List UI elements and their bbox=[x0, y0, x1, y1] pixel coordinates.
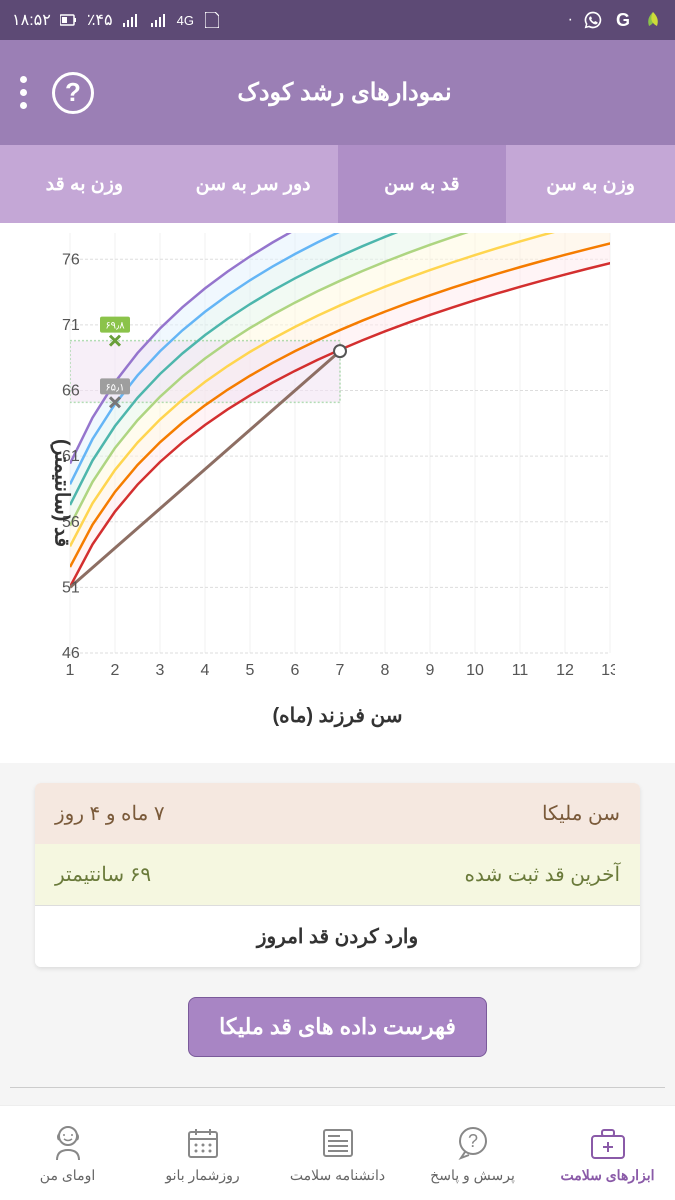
svg-text:11: 11 bbox=[512, 662, 529, 679]
signal-icon-1 bbox=[121, 10, 141, 30]
svg-text:۶۵٫۱: ۶۵٫۱ bbox=[105, 382, 124, 393]
leaf-icon bbox=[643, 10, 663, 30]
nav-profile[interactable]: اومای من bbox=[0, 1106, 135, 1200]
nav-encyclopedia[interactable]: دانشنامه سلامت bbox=[270, 1106, 405, 1200]
bottom-nav: ابزارهای سلامت ? پرسش و پاسخ دانشنامه سل… bbox=[0, 1105, 675, 1200]
data-list-button[interactable]: فهرست داده های قد ملیکا bbox=[188, 997, 487, 1057]
divider bbox=[10, 1087, 665, 1088]
sim-icon bbox=[202, 10, 222, 30]
page-title: نمودارهای رشد کودک bbox=[94, 78, 595, 107]
google-icon: G bbox=[613, 10, 633, 30]
signal-icon-2 bbox=[149, 10, 169, 30]
svg-text:76: 76 bbox=[62, 251, 80, 268]
svg-text:46: 46 bbox=[62, 645, 80, 662]
app-header: ? نمودارهای رشد کودک bbox=[0, 40, 675, 145]
age-value: ۷ ماه و ۴ روز bbox=[55, 801, 165, 826]
info-panel: سن ملیکا ۷ ماه و ۴ روز آخرین قد ثبت شده … bbox=[35, 783, 640, 967]
growth-chart: قد (سانتیمتر) ۶۹٫۸۶۵٫۱465156616671761234… bbox=[0, 223, 675, 763]
svg-text:5: 5 bbox=[246, 662, 255, 679]
calendar-icon bbox=[183, 1123, 223, 1163]
menu-icon[interactable] bbox=[20, 76, 27, 109]
battery-percent: ٪۴۵ bbox=[87, 10, 113, 30]
svg-text:13: 13 bbox=[601, 662, 615, 679]
tab-weight-age[interactable]: وزن به سن bbox=[506, 145, 675, 223]
last-value: ۶۹ سانتیمتر bbox=[55, 862, 151, 887]
nav-qa[interactable]: ? پرسش و پاسخ bbox=[405, 1106, 540, 1200]
tab-head-age[interactable]: دور سر به سن bbox=[169, 145, 338, 223]
svg-text:?: ? bbox=[467, 1131, 477, 1151]
tab-height-age[interactable]: قد به سن bbox=[338, 145, 507, 223]
dot-icon: · bbox=[568, 11, 573, 29]
svg-text:2: 2 bbox=[111, 662, 120, 679]
svg-text:9: 9 bbox=[426, 662, 435, 679]
svg-text:8: 8 bbox=[381, 662, 390, 679]
news-icon bbox=[318, 1123, 358, 1163]
avatar-icon bbox=[48, 1123, 88, 1163]
medkit-icon bbox=[588, 1123, 628, 1163]
info-row-age: سن ملیکا ۷ ماه و ۴ روز bbox=[35, 783, 640, 844]
battery-icon bbox=[59, 10, 79, 30]
svg-text:4: 4 bbox=[201, 662, 210, 679]
svg-text:1: 1 bbox=[66, 662, 75, 679]
svg-text:10: 10 bbox=[466, 662, 484, 679]
status-bar: ۱۸:۵۲ ٪۴۵ 4G · G bbox=[0, 0, 675, 40]
x-axis-label: سن فرزند (ماه) bbox=[15, 703, 660, 728]
svg-text:3: 3 bbox=[156, 662, 165, 679]
tab-bar: وزن به سن قد به سن دور سر به سن وزن به ق… bbox=[0, 145, 675, 223]
chart-svg: ۶۹٫۸۶۵٫۱4651566166717612345678910111213 bbox=[25, 228, 615, 688]
tab-weight-height[interactable]: وزن به قد bbox=[0, 145, 169, 223]
whatsapp-icon bbox=[583, 10, 603, 30]
question-icon: ? bbox=[453, 1123, 493, 1163]
help-icon[interactable]: ? bbox=[52, 72, 94, 114]
svg-text:6: 6 bbox=[291, 662, 300, 679]
age-label: سن ملیکا bbox=[542, 801, 620, 826]
svg-text:12: 12 bbox=[556, 662, 574, 679]
network-type: 4G bbox=[177, 13, 194, 28]
nav-health-tools[interactable]: ابزارهای سلامت bbox=[540, 1106, 675, 1200]
info-row-last: آخرین قد ثبت شده ۶۹ سانتیمتر bbox=[35, 844, 640, 905]
svg-text:71: 71 bbox=[62, 317, 80, 334]
svg-text:66: 66 bbox=[62, 383, 80, 400]
nav-calendar[interactable]: روزشمار بانو bbox=[135, 1106, 270, 1200]
y-axis-label: قد (سانتیمتر) bbox=[50, 439, 75, 547]
enter-today-button[interactable]: وارد کردن قد امروز bbox=[35, 905, 640, 967]
status-time: ۱۸:۵۲ bbox=[12, 10, 51, 30]
last-label: آخرین قد ثبت شده bbox=[465, 862, 620, 887]
svg-text:۶۹٫۸: ۶۹٫۸ bbox=[105, 321, 125, 332]
svg-text:51: 51 bbox=[62, 579, 80, 596]
svg-text:7: 7 bbox=[336, 662, 345, 679]
